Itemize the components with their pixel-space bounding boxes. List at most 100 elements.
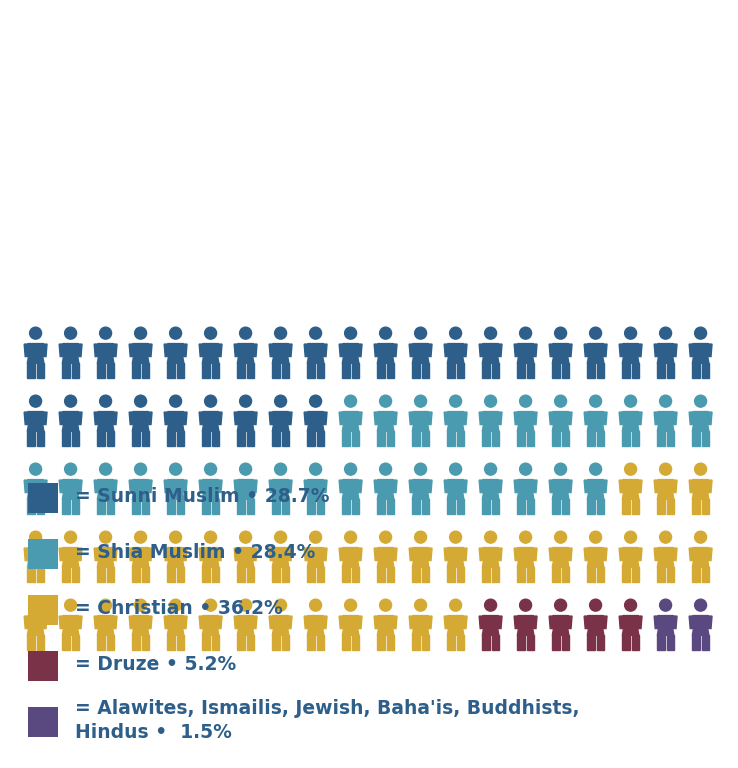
Polygon shape xyxy=(307,425,324,432)
Polygon shape xyxy=(212,568,219,582)
Circle shape xyxy=(555,396,567,407)
Polygon shape xyxy=(517,568,525,582)
Polygon shape xyxy=(479,344,484,356)
Polygon shape xyxy=(342,499,350,514)
Circle shape xyxy=(240,327,252,339)
Polygon shape xyxy=(342,635,350,650)
Circle shape xyxy=(100,327,111,339)
Polygon shape xyxy=(378,616,393,630)
Polygon shape xyxy=(304,344,308,356)
Polygon shape xyxy=(692,561,709,568)
Polygon shape xyxy=(497,616,502,628)
Polygon shape xyxy=(602,412,607,425)
Polygon shape xyxy=(98,479,114,494)
Polygon shape xyxy=(132,499,139,514)
Polygon shape xyxy=(148,616,152,628)
Polygon shape xyxy=(517,425,534,432)
Polygon shape xyxy=(97,561,114,568)
Polygon shape xyxy=(42,616,47,628)
Polygon shape xyxy=(323,412,327,425)
Polygon shape xyxy=(59,480,64,492)
Polygon shape xyxy=(689,344,694,356)
Polygon shape xyxy=(517,363,525,378)
Circle shape xyxy=(694,463,706,475)
Polygon shape xyxy=(654,480,659,492)
Polygon shape xyxy=(28,548,44,561)
Polygon shape xyxy=(72,635,79,650)
Polygon shape xyxy=(218,480,222,492)
Polygon shape xyxy=(133,616,148,630)
Polygon shape xyxy=(27,358,44,363)
Polygon shape xyxy=(387,499,394,514)
Polygon shape xyxy=(234,548,239,561)
Polygon shape xyxy=(203,343,218,358)
Polygon shape xyxy=(62,635,69,650)
Polygon shape xyxy=(212,432,219,446)
Polygon shape xyxy=(587,568,595,582)
Polygon shape xyxy=(482,561,499,568)
Polygon shape xyxy=(97,630,114,635)
Polygon shape xyxy=(238,630,254,635)
Polygon shape xyxy=(444,616,449,628)
Polygon shape xyxy=(307,358,324,363)
Polygon shape xyxy=(553,343,568,358)
Polygon shape xyxy=(658,425,674,432)
Circle shape xyxy=(170,599,182,611)
Polygon shape xyxy=(549,412,554,425)
Polygon shape xyxy=(62,363,69,378)
Circle shape xyxy=(134,531,147,543)
Polygon shape xyxy=(132,363,139,378)
Polygon shape xyxy=(351,635,359,650)
Polygon shape xyxy=(308,479,323,494)
Polygon shape xyxy=(234,616,239,628)
Circle shape xyxy=(449,327,461,339)
Polygon shape xyxy=(42,412,47,425)
Polygon shape xyxy=(457,363,464,378)
Polygon shape xyxy=(94,548,99,561)
Polygon shape xyxy=(568,480,572,492)
Polygon shape xyxy=(448,616,463,630)
Polygon shape xyxy=(421,363,429,378)
Polygon shape xyxy=(98,343,114,358)
Polygon shape xyxy=(168,548,184,561)
Polygon shape xyxy=(666,432,674,446)
Polygon shape xyxy=(97,494,114,499)
Polygon shape xyxy=(457,568,464,582)
Polygon shape xyxy=(182,616,187,628)
Polygon shape xyxy=(619,616,624,628)
Circle shape xyxy=(590,463,601,475)
Polygon shape xyxy=(148,412,152,425)
FancyBboxPatch shape xyxy=(28,595,58,625)
Polygon shape xyxy=(202,561,219,568)
Circle shape xyxy=(555,531,567,543)
Polygon shape xyxy=(427,344,432,356)
Polygon shape xyxy=(692,425,709,432)
Polygon shape xyxy=(238,568,244,582)
Polygon shape xyxy=(444,412,449,425)
Polygon shape xyxy=(323,344,327,356)
Polygon shape xyxy=(94,412,99,425)
Polygon shape xyxy=(28,616,44,630)
Polygon shape xyxy=(518,479,534,494)
Polygon shape xyxy=(129,480,134,492)
Polygon shape xyxy=(342,343,359,358)
Circle shape xyxy=(240,531,252,543)
Polygon shape xyxy=(492,432,499,446)
Circle shape xyxy=(624,396,637,407)
Polygon shape xyxy=(518,343,534,358)
Polygon shape xyxy=(282,635,289,650)
Polygon shape xyxy=(199,412,204,425)
Polygon shape xyxy=(552,358,569,363)
Polygon shape xyxy=(527,363,534,378)
Polygon shape xyxy=(377,425,394,432)
Polygon shape xyxy=(168,635,175,650)
Polygon shape xyxy=(632,499,639,514)
Polygon shape xyxy=(552,499,559,514)
Polygon shape xyxy=(168,494,184,499)
Circle shape xyxy=(65,463,77,475)
Polygon shape xyxy=(374,616,379,628)
Polygon shape xyxy=(246,432,254,446)
Polygon shape xyxy=(619,480,624,492)
Polygon shape xyxy=(638,344,642,356)
Circle shape xyxy=(310,599,322,611)
